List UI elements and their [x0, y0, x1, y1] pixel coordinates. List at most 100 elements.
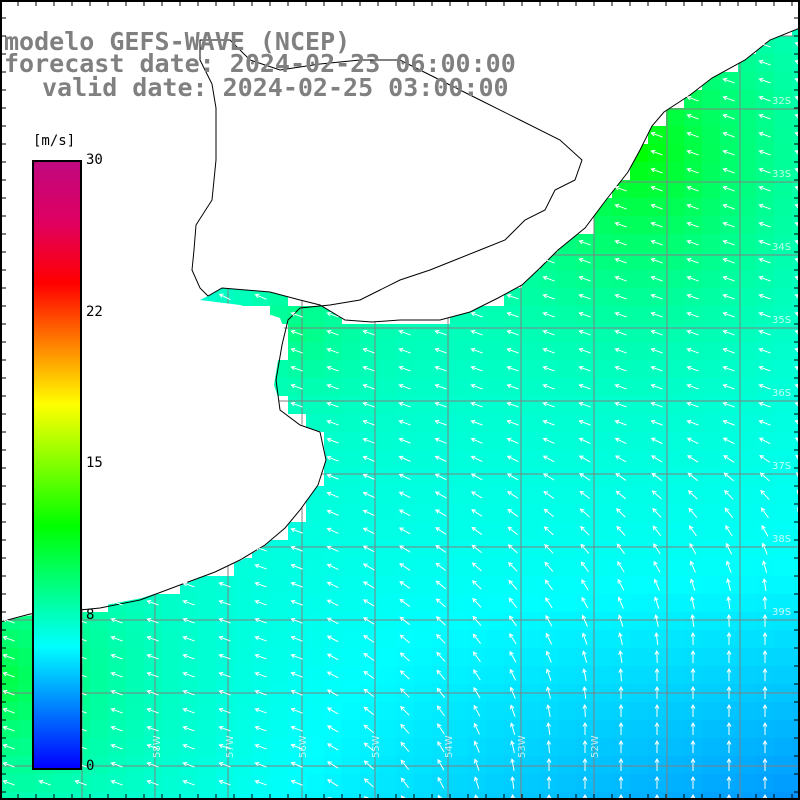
wind-arrow [653, 560, 661, 573]
wind-arrow [362, 455, 375, 462]
wind-speed-cell [270, 720, 288, 738]
wind-arrow [470, 347, 483, 354]
wind-speed-cell [738, 162, 756, 180]
wind-speed-cell [306, 324, 324, 342]
wind-arrow [686, 275, 699, 282]
wind-speed-cell [450, 576, 468, 594]
wind-speed-cell [522, 594, 540, 612]
wind-arrow [182, 761, 195, 768]
wind-arrow [74, 779, 87, 786]
wind-speed-cell [18, 792, 36, 800]
wind-arrow [362, 473, 375, 480]
wind-speed-cell [36, 792, 54, 800]
wind-speed-cell [378, 396, 396, 414]
wind-speed-cell [594, 612, 612, 630]
wind-arrow [399, 598, 411, 607]
wind-arrow [545, 650, 552, 663]
wind-arrow [290, 671, 303, 678]
wind-speed-cell [342, 720, 360, 738]
wind-speed-cell [306, 792, 324, 800]
wind-speed-cell [558, 252, 576, 270]
wind-arrow [579, 508, 590, 518]
forecast-date: forecast date: 2024-02-23 06:00:00 [4, 49, 516, 78]
wind-arrow [254, 653, 267, 660]
wind-arrow [146, 743, 159, 750]
wind-speed-cell [414, 558, 432, 576]
wind-speed-cell [774, 756, 792, 774]
wind-speed-cell [198, 720, 216, 738]
wind-arrow [650, 455, 663, 463]
wind-arrow [794, 185, 800, 191]
wind-speed-cell [450, 396, 468, 414]
wind-arrow [650, 311, 663, 318]
wind-speed-cell [522, 756, 540, 774]
wind-speed-cell [702, 558, 720, 576]
wind-arrow [794, 5, 800, 11]
wind-speed-cell [558, 756, 576, 774]
wind-arrow [218, 725, 231, 732]
wind-speed-cell [126, 738, 144, 756]
wind-speed-cell [630, 378, 648, 396]
wind-speed-cell [216, 792, 234, 800]
wind-speed-cell [342, 774, 360, 792]
colorbar-gradient [34, 162, 80, 768]
wind-arrow [146, 707, 159, 714]
wind-speed-cell [666, 558, 684, 576]
wind-arrow [470, 383, 483, 390]
wind-speed-cell [738, 486, 756, 504]
wind-arrow [690, 757, 696, 771]
wind-arrow [687, 490, 698, 500]
wind-speed-cell [738, 792, 756, 800]
wind-speed-cell [594, 558, 612, 576]
wind-speed-cell [594, 576, 612, 594]
wind-arrow [794, 203, 800, 209]
wind-speed-cell [738, 126, 756, 144]
wind-arrow [650, 383, 663, 390]
wind-speed-cell [558, 432, 576, 450]
wind-speed-cell [630, 576, 648, 594]
wind-arrow [614, 347, 627, 354]
wind-arrow [290, 545, 303, 552]
wind-arrow [509, 633, 517, 645]
wind-arrow [510, 793, 516, 800]
wind-arrow [690, 596, 695, 609]
wind-speed-cell [90, 702, 108, 720]
wind-speed-cell [414, 648, 432, 666]
wind-speed-cell [738, 252, 756, 270]
wind-speed-cell [558, 576, 576, 594]
wind-arrow [182, 635, 195, 642]
wind-speed-cell [522, 396, 540, 414]
wind-arrow [182, 743, 195, 750]
wind-speed-cell [18, 738, 36, 756]
wind-arrow [722, 401, 735, 408]
wind-speed-cell [522, 324, 540, 342]
wind-speed-cell [774, 432, 792, 450]
wind-speed-cell [630, 432, 648, 450]
wind-arrow [614, 365, 627, 372]
wind-speed-cell [450, 468, 468, 486]
wind-speed-cell [738, 630, 756, 648]
wind-speed-cell [594, 216, 612, 234]
wind-speed-cell [666, 540, 684, 558]
wind-speed-cell [198, 630, 216, 648]
wind-arrow [400, 705, 410, 716]
wind-speed-cell [342, 594, 360, 612]
wind-arrow [2, 725, 15, 732]
wind-speed-cell [594, 504, 612, 522]
wind-speed-cell [702, 288, 720, 306]
wind-arrow [290, 401, 303, 408]
wind-speed-cell [270, 594, 288, 612]
wind-arrow [722, 77, 735, 84]
wind-arrow [726, 793, 732, 800]
wind-speed-cell [162, 702, 180, 720]
wind-speed-cell [558, 612, 576, 630]
wind-speed-cell [666, 324, 684, 342]
wind-arrow [543, 490, 555, 499]
wind-speed-cell [630, 558, 648, 576]
longitude-label: 54W [444, 735, 455, 758]
wind-speed-cell [738, 216, 756, 234]
wind-speed-cell [108, 792, 126, 800]
wind-arrow [544, 561, 554, 572]
wind-speed-cell [162, 666, 180, 684]
wind-arrow [724, 489, 734, 500]
